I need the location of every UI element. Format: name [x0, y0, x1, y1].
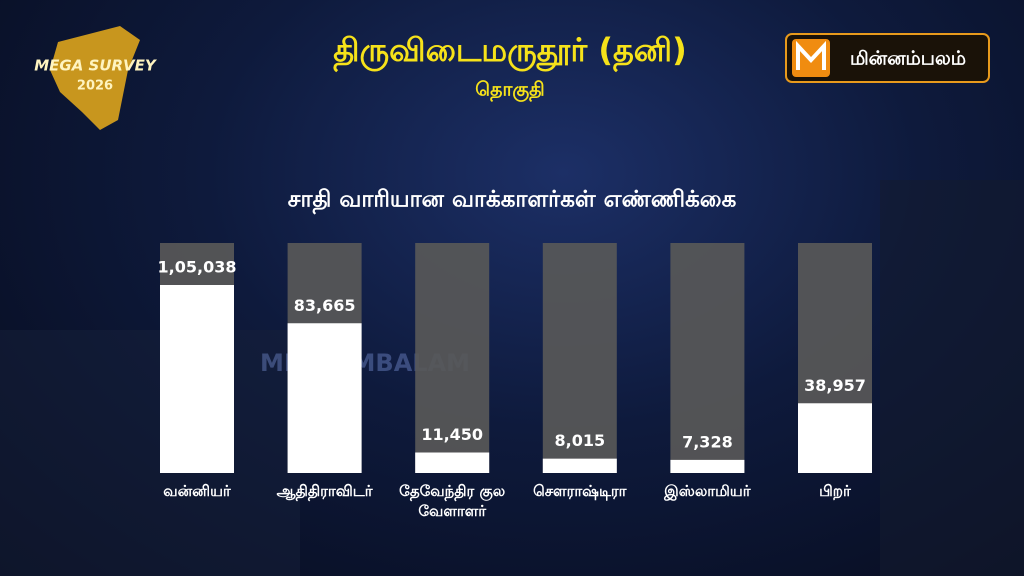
value-label: 11,450: [421, 425, 483, 444]
value-label: 83,665: [294, 296, 356, 315]
value-label: 38,957: [804, 376, 866, 395]
survey-logo-year: 2026: [77, 79, 113, 94]
survey-logo-shape: [50, 26, 140, 130]
x-tick-label: இஸ்லாமியர்: [664, 482, 751, 500]
bar: [415, 452, 490, 473]
bar: [670, 459, 745, 473]
title: திருவிடைமருதூர் (தனி): [333, 31, 686, 72]
survey-logo-text: MEGA SURVEY: [34, 57, 158, 75]
bar-track: [415, 243, 490, 473]
chart-title: சாதி வாரியான வாக்காளர்கள் எண்ணிக்கை: [288, 187, 737, 215]
brand-logo-box: [785, 33, 990, 83]
brand-logo-text: மின்னம்பலம்: [850, 48, 966, 70]
bar: [798, 403, 872, 473]
x-tick-label: சௌராஷ்டிரா: [533, 482, 627, 500]
x-tick-label: வன்னியர்: [163, 482, 231, 500]
bar: [160, 285, 234, 473]
bg-tower: [880, 180, 1024, 576]
value-label: 7,328: [682, 432, 733, 451]
value-label: 1,05,038: [158, 258, 237, 277]
bar: [287, 323, 362, 473]
bar: [542, 458, 617, 473]
bar-track: [542, 243, 617, 473]
bg-building: [0, 330, 300, 576]
x-tick-label: தேவேந்திர குல வேளாளர்: [399, 482, 506, 520]
x-tick-label: பிறர்: [819, 482, 851, 500]
brand-logo-mark: [796, 40, 826, 70]
bar-track: [670, 243, 745, 473]
subtitle: தொகுதி: [475, 79, 544, 103]
value-label: 8,015: [554, 431, 605, 450]
x-tick-label: ஆதிதிராவிடர்: [276, 482, 373, 500]
